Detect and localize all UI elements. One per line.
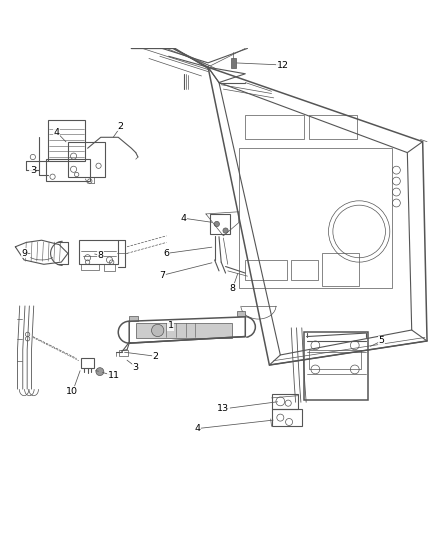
Bar (272, 409, 302, 426)
Bar (79, 240, 118, 264)
Bar (245, 260, 287, 280)
Bar (237, 311, 245, 317)
Bar (239, 148, 392, 288)
Bar (136, 322, 232, 338)
Bar (245, 115, 304, 140)
Text: 4: 4 (194, 424, 200, 433)
Bar (291, 260, 318, 280)
Text: 8: 8 (98, 251, 104, 260)
Circle shape (214, 221, 219, 227)
Bar (309, 115, 357, 140)
Circle shape (223, 228, 228, 233)
Bar (46, 159, 90, 181)
Circle shape (152, 324, 164, 336)
Bar (322, 253, 359, 286)
Text: 2: 2 (152, 352, 159, 361)
Text: 4: 4 (54, 128, 60, 138)
Bar (104, 264, 115, 271)
Text: 4: 4 (181, 214, 187, 223)
Bar (81, 264, 99, 270)
Circle shape (96, 368, 104, 376)
Text: 1: 1 (168, 321, 174, 330)
Bar (68, 142, 105, 177)
Bar (309, 350, 361, 369)
Text: 12: 12 (276, 61, 289, 69)
Bar (129, 316, 138, 321)
Text: 13: 13 (217, 405, 230, 414)
Bar (231, 58, 236, 68)
Text: 11: 11 (108, 372, 120, 381)
Text: 8: 8 (229, 284, 235, 293)
Text: 3: 3 (133, 363, 139, 372)
Bar (272, 393, 298, 409)
Bar (81, 359, 94, 368)
Text: 3: 3 (30, 166, 36, 175)
Bar (304, 332, 368, 400)
Bar (210, 214, 230, 233)
Text: 10: 10 (66, 387, 78, 396)
Bar (48, 120, 85, 161)
Text: 7: 7 (159, 271, 165, 280)
Text: 6: 6 (163, 249, 170, 258)
Text: 9: 9 (21, 249, 27, 258)
Text: 5: 5 (378, 336, 384, 345)
Bar (119, 350, 128, 356)
Text: 2: 2 (117, 122, 124, 131)
